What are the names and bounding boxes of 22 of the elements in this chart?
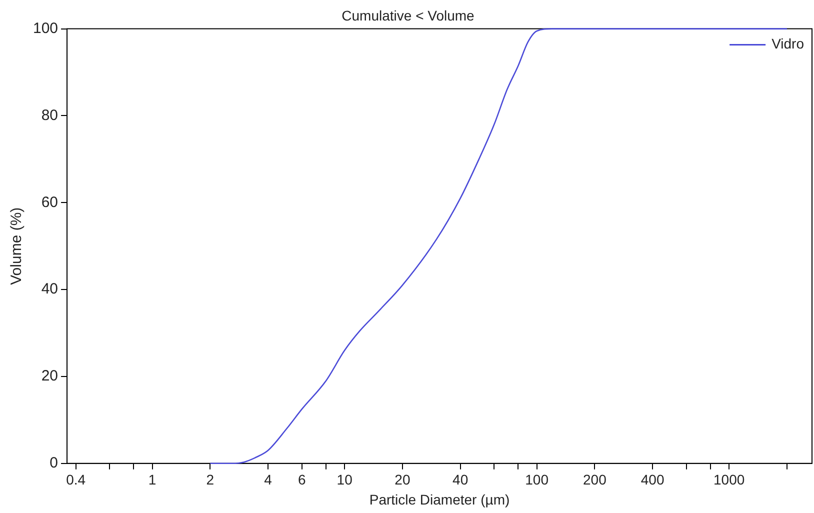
x-tick-label: 1 (148, 472, 156, 488)
x-tick-label: 40 (452, 472, 468, 488)
legend-label: Vidro (772, 36, 804, 52)
y-tick-label: 60 (41, 194, 58, 211)
x-tick-label: 4 (264, 472, 272, 488)
y-axis-title: Volume (%) (8, 207, 26, 285)
x-tick-label: 20 (394, 472, 410, 488)
x-tick-label: 2 (206, 472, 214, 488)
y-tick-label: 20 (41, 368, 58, 385)
y-tick-label: 0 (50, 454, 58, 472)
x-tick-label: 200 (583, 472, 607, 488)
x-tick-label: 10 (336, 472, 353, 488)
x-tick-label: 6 (298, 472, 306, 488)
x-axis-title: Particle Diameter (µm) (369, 491, 510, 508)
x-tick-label: 0.4 (66, 472, 86, 488)
x-tick-label: 400 (640, 472, 664, 488)
y-tick-label: 100 (32, 20, 58, 37)
y-tick-label: 40 (41, 280, 58, 298)
x-tick-label: 100 (525, 472, 549, 488)
x-tick-label: 1000 (713, 472, 745, 488)
chart-title: Cumulative < Volume (342, 7, 475, 24)
y-tick-label: 80 (41, 106, 58, 124)
